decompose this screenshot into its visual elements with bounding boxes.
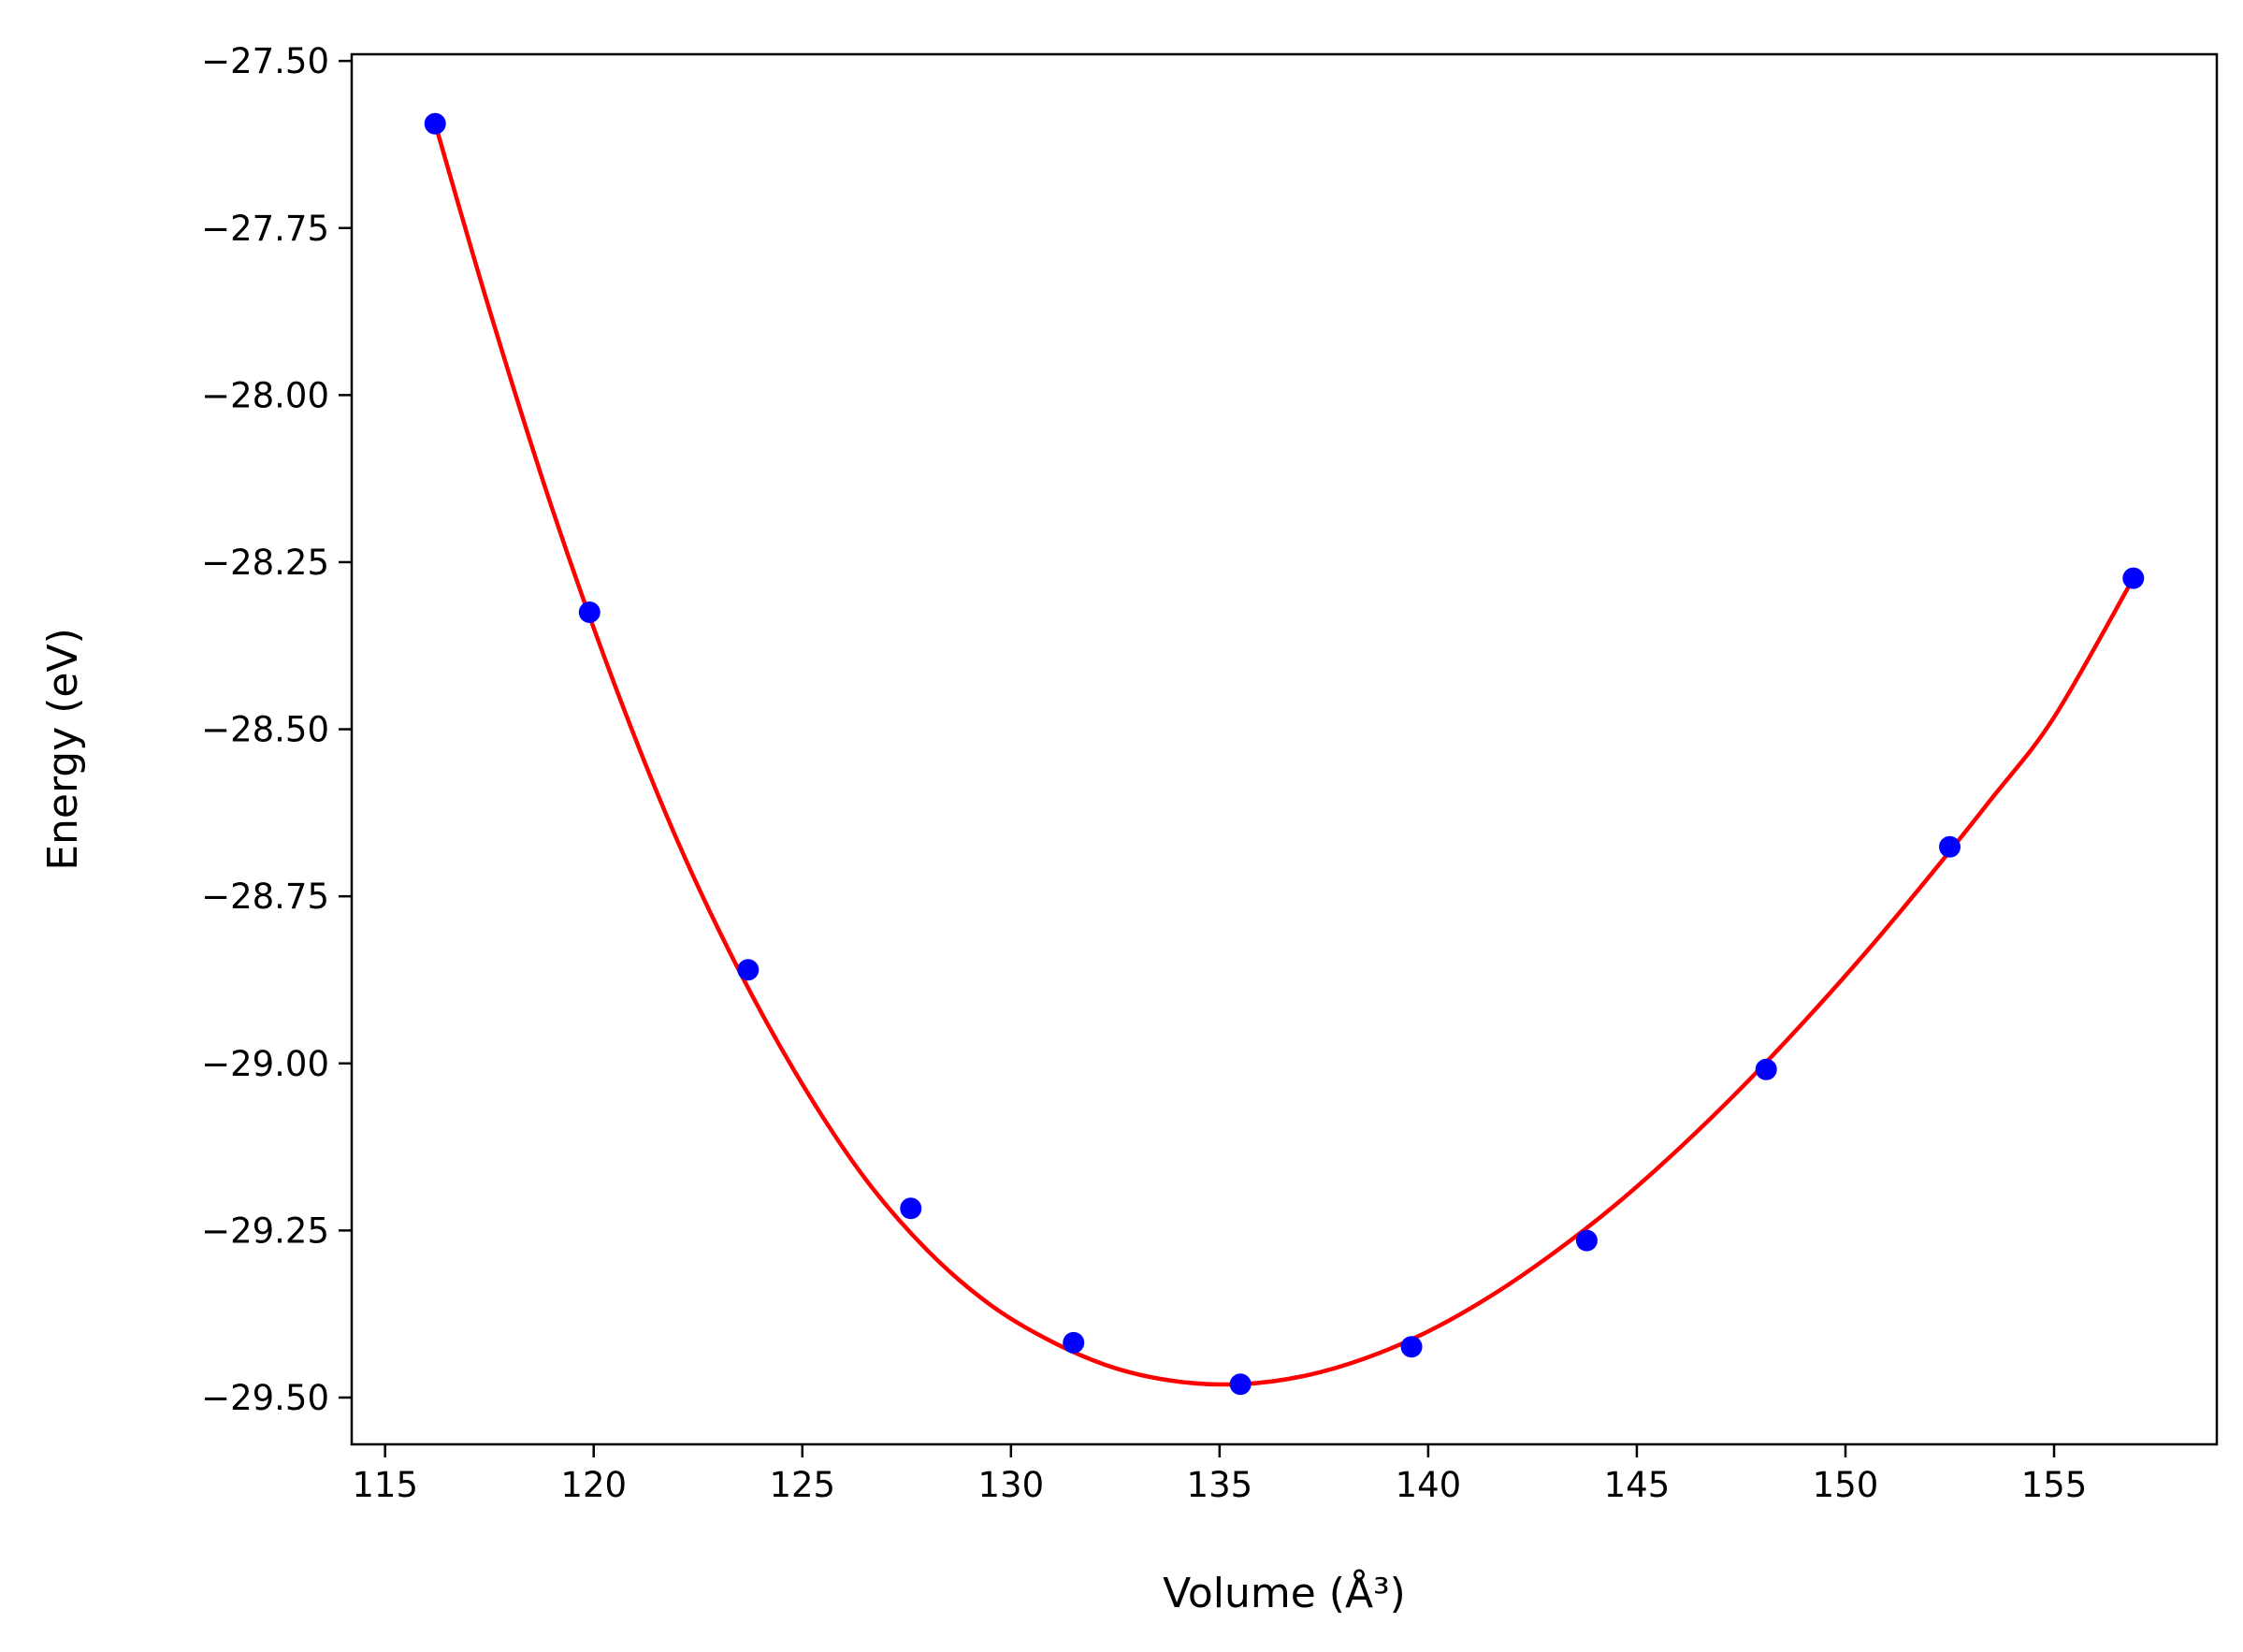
y-tick-label: −28.25	[201, 543, 329, 583]
y-tick-label: −27.75	[201, 209, 329, 249]
data-point	[737, 959, 760, 981]
y-tick-label: −27.50	[201, 41, 329, 81]
x-tick-label: 115	[352, 1465, 418, 1505]
fit-curve-line	[433, 123, 2135, 1387]
data-point	[578, 601, 601, 624]
x-tick-label: 135	[1187, 1465, 1253, 1505]
y-tick-label: −29.00	[201, 1044, 329, 1084]
x-tick-label: 140	[1396, 1465, 1462, 1505]
x-tick-label: 120	[560, 1465, 627, 1505]
data-point	[900, 1197, 922, 1220]
x-axis-label: Volume (Å³)	[1163, 1568, 1406, 1617]
data-point	[1063, 1331, 1085, 1354]
y-tick-label: −29.50	[201, 1378, 329, 1418]
x-tick-label: 145	[1604, 1465, 1671, 1505]
data-point	[1229, 1373, 1252, 1396]
plot-frame	[350, 52, 2219, 1446]
y-tick-label: −28.00	[201, 375, 329, 415]
x-tick-label: 150	[1813, 1465, 1879, 1505]
x-axis-ticks: 115 120 125 130 135 140 145 150 155	[352, 1444, 2087, 1505]
data-points-layer	[424, 112, 2145, 1396]
data-point	[1575, 1229, 1598, 1252]
fit-curve-layer	[433, 123, 2135, 1387]
data-point	[1939, 835, 1961, 858]
x-tick-label: 155	[2021, 1465, 2088, 1505]
y-axis-ticks: −27.50 −27.75 −28.00 −28.25 −28.50 −28.75 −29.…	[201, 41, 352, 1418]
data-point	[424, 112, 446, 135]
x-tick-label: 125	[769, 1465, 835, 1505]
y-axis-label: Energy (eV)	[39, 628, 87, 871]
data-point	[1400, 1336, 1423, 1358]
y-tick-label: −28.75	[201, 877, 329, 917]
y-tick-label: −28.50	[201, 710, 329, 750]
data-point	[2122, 567, 2145, 589]
x-tick-label: 130	[978, 1465, 1045, 1505]
data-point	[1755, 1058, 1777, 1080]
y-tick-label: −29.25	[201, 1210, 329, 1251]
